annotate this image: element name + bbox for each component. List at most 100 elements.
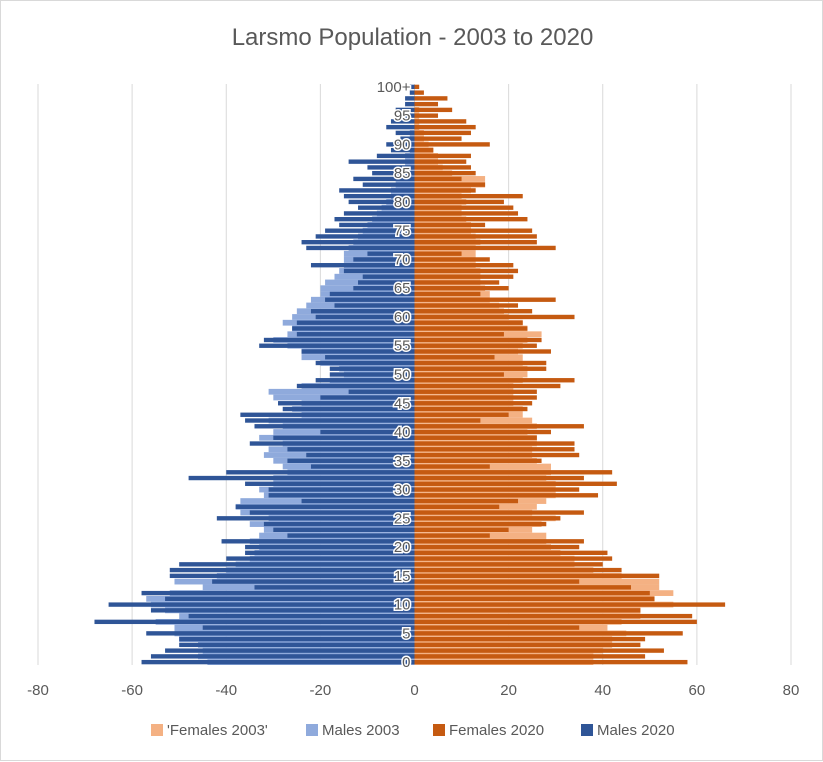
category-label-65: 65	[394, 280, 411, 297]
bar-age-34	[414, 464, 490, 469]
bar-age-81	[414, 193, 523, 199]
x-tick-label--60: -60	[121, 682, 143, 699]
category-label-70: 70	[394, 251, 411, 268]
legend-swatch-3	[581, 724, 593, 736]
bar-age-53	[325, 355, 415, 360]
bar-age-48	[414, 383, 561, 389]
legend-label-3: Males 2020	[597, 722, 675, 739]
x-tick-label-80: 80	[783, 682, 800, 699]
bar-age-88	[414, 153, 471, 159]
bar-age-99	[414, 90, 424, 95]
bar-age-87	[348, 159, 415, 164]
bar-age-50	[414, 372, 504, 377]
bar-age-35	[287, 458, 415, 463]
bar-age-37	[414, 447, 575, 452]
bar-age-9	[414, 608, 641, 613]
bar-age-74	[414, 234, 537, 239]
x-tick-label--80: -80	[27, 682, 49, 699]
category-label-30: 30	[394, 482, 411, 499]
bar-age-46	[414, 395, 537, 400]
bar-age-39	[273, 435, 415, 440]
category-label-45: 45	[394, 395, 411, 412]
bar-age-86	[367, 165, 415, 170]
bar-age-80	[348, 199, 415, 205]
bar-age-13	[254, 585, 415, 590]
bars	[94, 84, 726, 665]
bar-age-65	[414, 286, 509, 291]
bar-age-53	[414, 355, 495, 360]
bar-age-86	[414, 165, 471, 170]
category-label-0: 0	[402, 654, 410, 671]
category-label-5: 5	[402, 625, 410, 642]
bar-age-18	[414, 556, 613, 561]
bar-age-11	[165, 596, 415, 602]
bar-age-3	[414, 642, 641, 648]
bar-age-23	[273, 527, 415, 533]
bar-age-29	[268, 493, 415, 498]
bar-age-75	[325, 228, 415, 233]
bar-age-97	[414, 101, 439, 107]
bar-age-28	[301, 498, 415, 504]
bar-age-83	[414, 182, 486, 187]
bar-age-12	[141, 590, 415, 596]
bar-age-41	[254, 424, 415, 429]
bar-age-25	[414, 516, 561, 521]
bar-age-25	[216, 516, 415, 521]
chart-title: Larsmo Population - 2003 to 2020	[232, 24, 594, 51]
bar-age-91	[400, 136, 415, 141]
bar-age-47	[268, 388, 415, 395]
bar-age-41	[414, 424, 584, 429]
bar-age-66	[358, 280, 415, 285]
bar-age-1	[150, 654, 415, 659]
category-label-35: 35	[394, 453, 411, 470]
bar-age-54	[414, 349, 551, 354]
bar-age-87	[414, 159, 467, 164]
bar-age-28	[414, 498, 519, 504]
bar-age-44	[282, 406, 415, 412]
bar-age-81	[343, 193, 415, 199]
bar-age-4	[179, 636, 415, 642]
bar-age-37	[287, 447, 415, 452]
bar-age-84	[353, 176, 415, 182]
bar-age-85	[414, 170, 476, 176]
category-label-40: 40	[394, 424, 411, 441]
bar-age-96	[414, 107, 453, 113]
bar-age-85	[372, 170, 415, 176]
bar-age-73	[301, 240, 415, 245]
bar-age-88	[376, 153, 415, 159]
bar-age-84	[414, 176, 462, 182]
bar-age-62	[414, 303, 519, 308]
bar-age-65	[353, 286, 415, 291]
bar-age-67	[362, 274, 415, 279]
bar-age-60	[414, 314, 575, 320]
bar-age-13	[414, 585, 631, 590]
bar-age-92	[395, 130, 415, 136]
bar-age-11	[414, 596, 655, 602]
bar-age-95	[400, 113, 415, 118]
legend-label-2: Females 2020	[449, 722, 544, 739]
bar-age-89	[390, 147, 415, 153]
bar-age-55	[259, 343, 415, 348]
bar-age-76	[339, 222, 415, 228]
bar-age-46	[320, 395, 415, 400]
bar-age-93	[386, 124, 415, 130]
bar-age-26	[249, 510, 415, 515]
bar-age-20	[245, 544, 415, 550]
category-label-20: 20	[394, 539, 411, 556]
bar-age-49	[414, 378, 575, 383]
bar-age-35	[414, 458, 542, 463]
bar-age-39	[414, 435, 537, 440]
bar-age-77	[334, 216, 415, 222]
bar-age-68	[343, 268, 415, 274]
bar-age-22	[287, 533, 415, 538]
bar-age-10	[414, 602, 726, 607]
bar-age-23	[414, 527, 509, 533]
bar-age-32	[414, 475, 584, 481]
bar-age-26	[414, 510, 584, 515]
bar-age-38	[414, 441, 575, 446]
bar-age-56	[263, 337, 415, 343]
bar-age-22	[414, 533, 490, 538]
bar-age-91	[414, 136, 462, 141]
bar-age-90	[386, 142, 415, 147]
